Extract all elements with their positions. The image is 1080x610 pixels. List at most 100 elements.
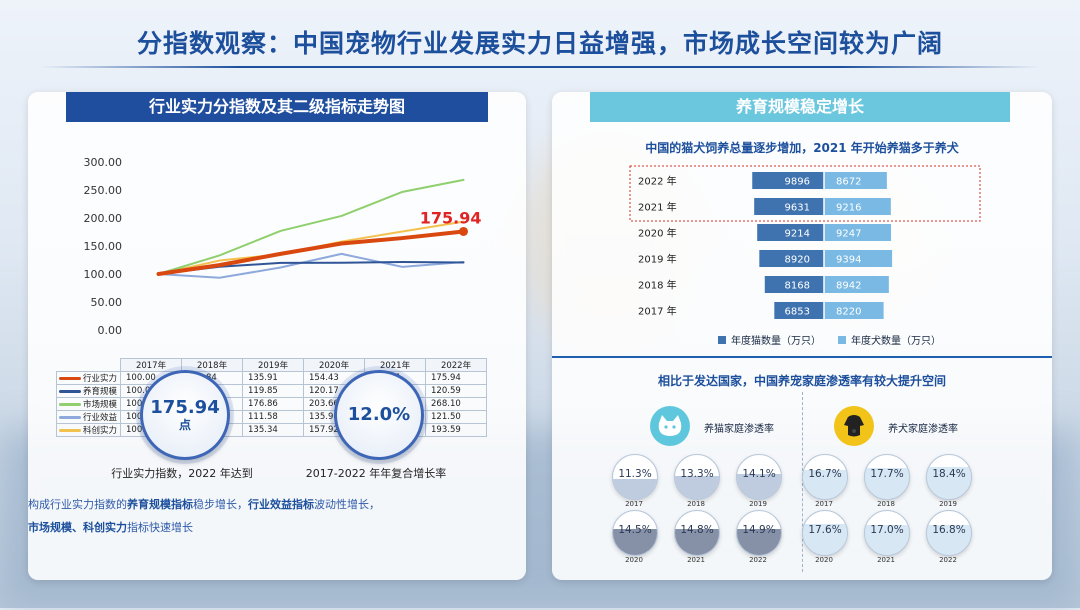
dog-ring-year: 2022: [939, 556, 957, 564]
series-swatch: [59, 390, 81, 393]
dog-bar: [824, 302, 884, 319]
table-cell: 119.85: [242, 384, 305, 398]
bar-category-label: 2021 年: [638, 201, 677, 214]
bar-category-label: 2017 年: [638, 305, 677, 318]
dog-penetration-ring: 17.6%: [802, 510, 848, 556]
series-line-行业效益: [157, 252, 465, 279]
highlight-point: [459, 226, 468, 236]
table-col-header: 2019年: [242, 358, 305, 372]
cat-penetration-ring: 11.3%: [612, 454, 658, 500]
note-text-1: 构成行业实力指数的: [28, 498, 127, 511]
bar-category-label: 2019 年: [638, 253, 677, 266]
dog-ring-value: 16.8%: [932, 524, 966, 536]
cat-ring-year: 2020: [625, 556, 643, 564]
cat-ring-fill: [675, 475, 719, 499]
table-row-name: 行业实力: [55, 371, 122, 385]
table-row-name: 科创实力: [55, 423, 122, 437]
cat-value-label: 8168: [785, 281, 810, 292]
cat-ring-fill: [675, 528, 719, 555]
dog-penetration-ring: 16.8%: [926, 510, 972, 556]
dog-penetration-ring: 17.0%: [864, 510, 910, 556]
cat-value-label: 9896: [785, 177, 810, 188]
dog-value-label: 8220: [836, 307, 861, 318]
dog-ring-value: 17.0%: [870, 524, 904, 536]
note-highlight-2: 行业效益指标: [248, 498, 314, 511]
legend-cat-label: 年度猫数量（万只）: [731, 336, 821, 347]
note-text-4: 指标快速增长: [127, 521, 193, 534]
dog-ring-year: 2017: [815, 500, 833, 508]
dog-ring-fill: [865, 467, 909, 499]
cat-ring-value: 11.3%: [618, 468, 652, 480]
pet-count-subtitle: 中国的猫犬饲养总量逐步增加，2021 年开始养猫多于养犬: [645, 141, 959, 155]
dog-value-label: 9247: [836, 229, 861, 240]
page-title: 分指数观察：中国宠物行业发展实力日益增强，市场成长空间较为广阔: [136, 29, 943, 58]
series-name: 科创实力: [83, 426, 118, 436]
dog-bar: [824, 276, 889, 293]
cat-ring-year: 2018: [687, 500, 705, 508]
table-col-header: 2022年: [425, 358, 488, 372]
cat-value-label: 8920: [785, 255, 810, 266]
table-row-name: 养育规模: [55, 384, 122, 398]
kpi-cagr-value: 12.0%: [347, 404, 411, 425]
cat-ring-value: 14.9%: [742, 524, 776, 536]
table-cell: 193.59: [425, 423, 488, 437]
dog-ring-year: 2021: [877, 556, 895, 564]
note-highlight-3: 市场规模、科创实力: [28, 521, 127, 534]
table-cell: 135.91: [242, 371, 305, 385]
cat-penetration-ring: 14.1%: [736, 454, 782, 500]
legend-dog-swatch: [838, 335, 846, 344]
cat-penetration-ring: 14.9%: [736, 510, 782, 556]
cat-bar: [757, 224, 824, 241]
cat-bar: [752, 172, 824, 189]
table-cell: 268.10: [425, 397, 488, 411]
table-corner: [57, 359, 121, 372]
dog-bar: [824, 250, 893, 267]
bar-category-label: 2018 年: [638, 279, 677, 292]
cat-ring-value: 13.3%: [680, 468, 714, 480]
series-line-行业实力: [156, 229, 466, 276]
legend-dog: 年度犬数量（万只）: [838, 332, 941, 347]
cat-ring-year: 2022: [749, 556, 767, 564]
industry-index-line-chart: 0.00 50.00 100.00 150.00 200.00 250.00 300.00 1…: [84, 156, 482, 337]
dog-penetration-ring: 17.7%: [864, 454, 910, 500]
kpi-index-caption: 行业实力指数，2022 年达到: [111, 467, 253, 480]
cat-bar: [754, 198, 824, 215]
dog-bar: [824, 172, 887, 189]
cat-penetration-label: 养猫家庭渗透率: [704, 424, 774, 435]
table-row-name: 市场规模: [55, 397, 122, 411]
dog-penetration-ring: 18.4%: [926, 454, 972, 500]
cat-penetration-ring: 14.8%: [674, 510, 720, 556]
dog-ring-fill: [927, 525, 971, 555]
dog-ring-fill: [865, 525, 909, 555]
note-text-2: 稳步增长，: [193, 498, 248, 511]
title-divider: [40, 66, 1040, 68]
y-tick-label: 0.00: [98, 324, 123, 337]
series-name: 行业实力: [83, 374, 118, 384]
y-tick-label: 200.00: [84, 212, 123, 225]
dog-penetration-ring: 16.7%: [802, 454, 848, 500]
cat-ring-year: 2021: [687, 556, 705, 564]
dog-ring-value: 17.6%: [808, 524, 842, 536]
table-row-name: 行业效益: [55, 410, 122, 424]
dog-value-label: 9394: [836, 255, 861, 266]
right-panel: 养育规模稳定增长 中国的猫犬饲养总量逐步增加，2021 年开始养猫多于养犬 20…: [552, 92, 1052, 580]
legend-cat: 年度猫数量（万只）: [718, 332, 821, 347]
dog-bar: [824, 198, 891, 215]
note-text-3: 波动性增长，: [314, 498, 380, 511]
table-cell: 176.86: [242, 397, 305, 411]
y-tick-label: 300.00: [84, 156, 123, 169]
table-col-header: 2018年: [181, 358, 244, 372]
kpi-cagr-circle: 12.0%: [334, 370, 424, 460]
kpi-index-circle: 175.94 点: [140, 370, 230, 460]
pet-count-bar-chart: 2022 年 9896 8672 2021 年 9631 9216 2020 年 9214 92…: [629, 165, 981, 319]
dog-value-label: 8672: [836, 177, 861, 188]
y-tick-label: 100.00: [84, 268, 123, 281]
legend-cat-swatch: [718, 335, 726, 344]
dog-penetration-label: 养犬家庭渗透率: [888, 424, 958, 435]
series-swatch: [59, 403, 81, 406]
cat-ring-value: 14.8%: [680, 524, 714, 536]
dog-ring-value: 16.7%: [808, 468, 842, 480]
dog-ring-fill: [803, 524, 847, 555]
cat-ring-year: 2017: [625, 500, 643, 508]
